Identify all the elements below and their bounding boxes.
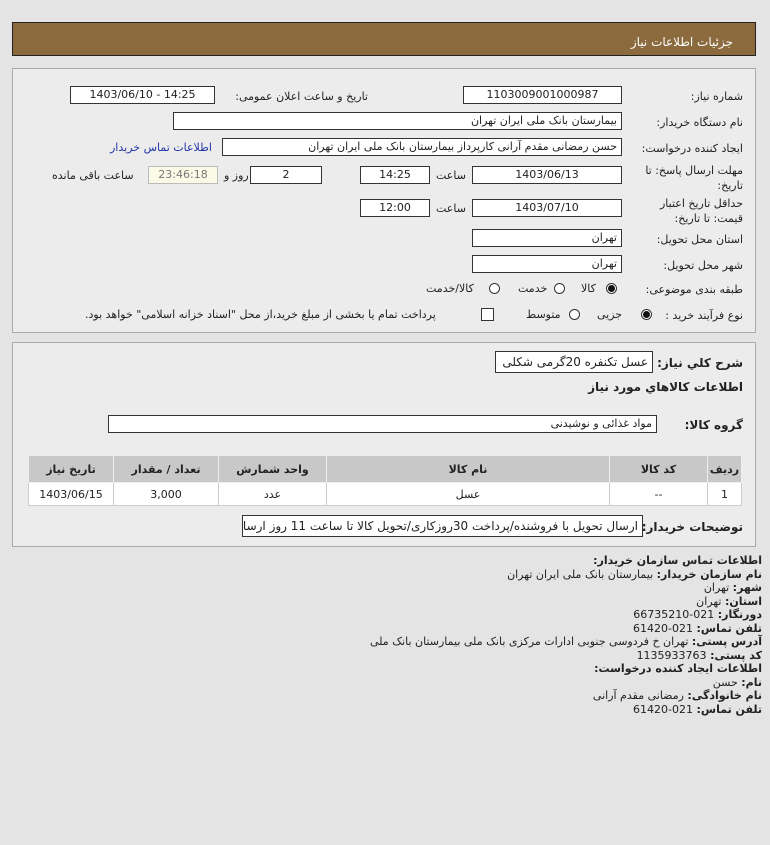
category-radio-both[interactable] <box>489 283 500 294</box>
process-radio-medium[interactable] <box>569 309 580 320</box>
announce-label: تاریخ و ساعت اعلان عمومی: <box>235 90 368 103</box>
fax-value: 021-66735210 <box>633 608 715 621</box>
col-qty: تعداد / مقدار <box>113 455 219 483</box>
creator-label: ایجاد کننده درخواست: <box>641 142 743 155</box>
family-label: نام خانوادگی: <box>687 689 762 702</box>
group-field[interactable]: مواد غذائی و نوشیدنی <box>108 415 657 433</box>
category-option-goods: کالا <box>581 282 596 295</box>
validity-time-field[interactable]: 12:00 <box>360 199 430 217</box>
cell-code: -- <box>609 482 708 506</box>
province-label: استان محل تحویل: <box>656 233 743 246</box>
city-field[interactable]: تهران <box>472 255 622 273</box>
postal-label: کد پستی: <box>710 648 762 662</box>
deadline-time-field[interactable]: 14:25 <box>360 166 430 184</box>
col-code: کد کالا <box>609 455 708 483</box>
province-label: استان: <box>725 594 762 608</box>
creator-phone-value: 021-61420 <box>633 702 694 716</box>
summary-label: شرح كلي نياز: <box>657 356 743 370</box>
province-value: تهران <box>696 594 722 608</box>
address-value: تهران خ فردوسی جنوبی ادارات مرکزی بانک م… <box>370 635 689 648</box>
city-label: شهر محل تحویل: <box>663 259 743 272</box>
deadline-date-field[interactable]: 1403/06/13 <box>472 166 622 184</box>
col-name: نام کالا <box>326 455 610 483</box>
treasury-checkbox[interactable] <box>481 308 494 321</box>
remaining-label: ساعت باقی مانده <box>52 169 134 182</box>
goods-panel <box>12 342 756 547</box>
goods-heading: اطلاعات كالاهاي مورد نياز <box>588 380 743 394</box>
process-label: نوع فرآیند خرید : <box>665 309 743 322</box>
postal-value: 1135933763 <box>636 648 707 662</box>
name-value: حسن <box>712 675 738 689</box>
table-row: 1 -- عسل عدد 3,000 1403/06/15 <box>28 482 742 506</box>
phone-label: تلفن تماس: <box>696 621 762 635</box>
need-number-label: شماره نیاز: <box>690 90 743 103</box>
treasury-text: پرداخت تمام یا بخشی از مبلغ خرید،از محل … <box>85 308 436 321</box>
validity-label: حداقل تاریخ اعتبار قیمت: تا تاریخ: <box>659 197 743 225</box>
need-number-field[interactable]: 1103009001000987 <box>463 86 622 104</box>
cell-row: 1 <box>707 482 742 506</box>
col-unit: واحد شمارش <box>218 455 327 483</box>
city-value: تهران <box>703 581 730 594</box>
remaining-timer: 23:46:18 <box>148 166 218 184</box>
creator-phone-label: تلفن تماس: <box>696 702 762 716</box>
cell-name: عسل <box>326 482 610 506</box>
family-value: رمضانی مقدم آرانی <box>592 689 684 702</box>
cell-date: 1403/06/15 <box>28 482 114 506</box>
summary-field[interactable]: عسل تکنفره 20گرمی شکلی <box>495 351 653 373</box>
page-title: جزئیات اطلاعات نیاز <box>630 35 733 49</box>
contact-title: اطلاعات تماس سازمان خریدار: <box>593 554 762 567</box>
category-option-both: کالا/خدمت <box>426 282 474 295</box>
process-option-minor: جزیی <box>597 308 623 321</box>
org-label: نام سازمان خریدار: <box>656 567 762 581</box>
fax-label: دورنگار: <box>717 608 762 621</box>
category-option-service: خدمت <box>518 282 548 295</box>
org-value: بیمارستان بانک ملی ایران تهران <box>507 567 654 581</box>
goods-table: ردیف کد کالا نام کالا واحد شمارش تعداد /… <box>28 455 742 506</box>
notes-label: توضیحات خریدار: <box>641 520 743 534</box>
buyer-contact-link[interactable]: اطلاعات تماس خریدار <box>110 141 212 154</box>
category-radio-goods[interactable] <box>606 283 617 294</box>
deadline-label: مهلت ارسال پاسخ: تا تاریخ: <box>645 164 743 192</box>
category-radio-service[interactable] <box>554 283 565 294</box>
province-field[interactable]: تهران <box>472 229 622 247</box>
contact-block: اطلاعات تماس سازمان خریدار: نام سازمان خ… <box>370 554 762 716</box>
col-row: ردیف <box>707 455 742 483</box>
process-radio-minor[interactable] <box>641 309 652 320</box>
notes-field[interactable]: ارسال تحویل با فروشنده/پرداخت 30روزکاری/… <box>242 515 643 537</box>
city-label: شهر: <box>732 581 762 594</box>
group-label: گروه کالا: <box>684 418 743 432</box>
days-field[interactable]: 2 <box>250 166 322 184</box>
phone-value: 021-61420 <box>633 621 694 635</box>
validity-date-field[interactable]: 1403/07/10 <box>472 199 622 217</box>
deadline-time-label: ساعت <box>436 169 466 182</box>
cell-qty: 3,000 <box>113 482 219 506</box>
validity-time-label: ساعت <box>436 202 466 215</box>
address-label: آدرس پستی: <box>691 635 762 648</box>
creator-field[interactable]: حسن رمضانی مقدم آرانی کارپرداز بیمارستان… <box>222 138 622 156</box>
buyer-org-field[interactable]: بیمارستان بانک ملی ایران تهران <box>173 112 622 130</box>
buyer-org-label: نام دستگاه خریدار: <box>656 116 743 129</box>
category-label: طبقه بندی موضوعی: <box>645 283 743 296</box>
cell-unit: عدد <box>218 482 327 506</box>
days-label: روز و <box>224 169 249 182</box>
name-label: نام: <box>741 675 762 689</box>
creator-title: اطلاعات ایجاد کننده درخواست: <box>594 662 762 675</box>
col-date: تاریخ نیاز <box>28 455 114 483</box>
table-header-row: ردیف کد کالا نام کالا واحد شمارش تعداد /… <box>28 455 742 483</box>
process-option-medium: متوسط <box>526 308 561 321</box>
announce-field[interactable]: 1403/06/10 - 14:25 <box>70 86 215 104</box>
page-header: جزئیات اطلاعات نیاز <box>12 22 756 56</box>
